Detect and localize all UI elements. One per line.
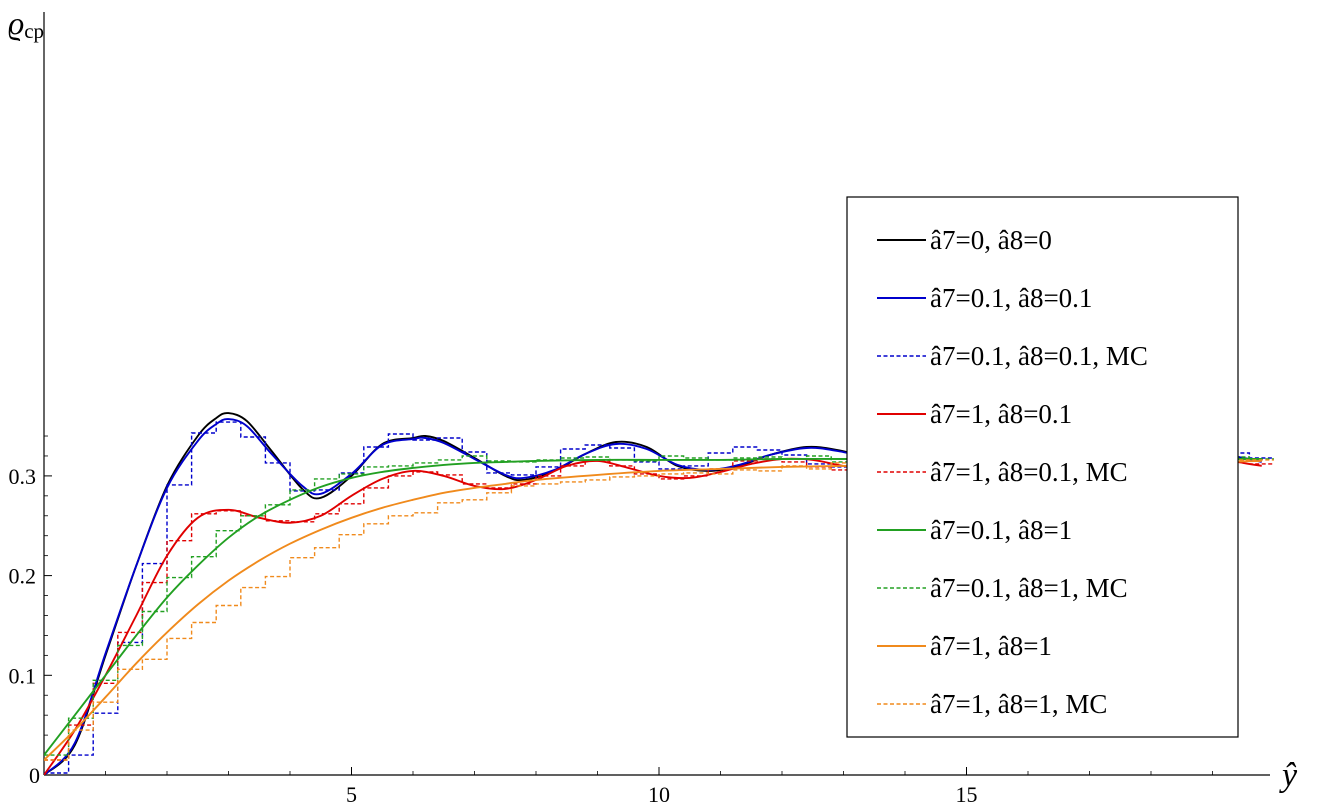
y-tick-label: 0.3 bbox=[9, 464, 37, 489]
origin-label: 0 bbox=[29, 763, 40, 788]
x-tick-label: 10 bbox=[648, 782, 670, 807]
legend-label-8: â7=1, â8=1, MC bbox=[930, 689, 1107, 719]
x-axis-title: ŷ bbox=[1279, 757, 1298, 794]
legend-box bbox=[846, 196, 1239, 738]
y-axis-title: ϱcp bbox=[8, 5, 44, 43]
y-axis-symbol: ϱ bbox=[8, 5, 24, 41]
x-tick-label: 15 bbox=[956, 782, 978, 807]
legend-label-0: â7=0, â8=0 bbox=[930, 225, 1052, 255]
legend-label-4: â7=1, â8=0.1, MC bbox=[930, 457, 1128, 487]
legend: â7=0, â8=0 â7=0.1, â8=0.1 â7=0.1, â8=0.1, … bbox=[846, 196, 1239, 738]
legend-label-3: â7=1, â8=0.1 bbox=[930, 399, 1072, 429]
y-tick-label: 0.1 bbox=[9, 663, 37, 688]
legend-label-6: â7=0.1, â8=1, MC bbox=[930, 573, 1128, 603]
legend-label-7: â7=1, â8=1 bbox=[930, 631, 1052, 661]
x-tick-label: 5 bbox=[346, 782, 357, 807]
legend-label-2: â7=0.1, â8=0.1, MC bbox=[930, 341, 1148, 371]
axes: 5 10 15 0.1 0.2 0.3 0 bbox=[9, 12, 1270, 807]
legend-label-5: â7=0.1, â8=1 bbox=[930, 515, 1072, 545]
y-tick-label: 0.2 bbox=[9, 564, 37, 589]
y-axis-subscript: cp bbox=[24, 19, 44, 43]
legend-label-1: â7=0.1, â8=0.1 bbox=[930, 283, 1092, 313]
